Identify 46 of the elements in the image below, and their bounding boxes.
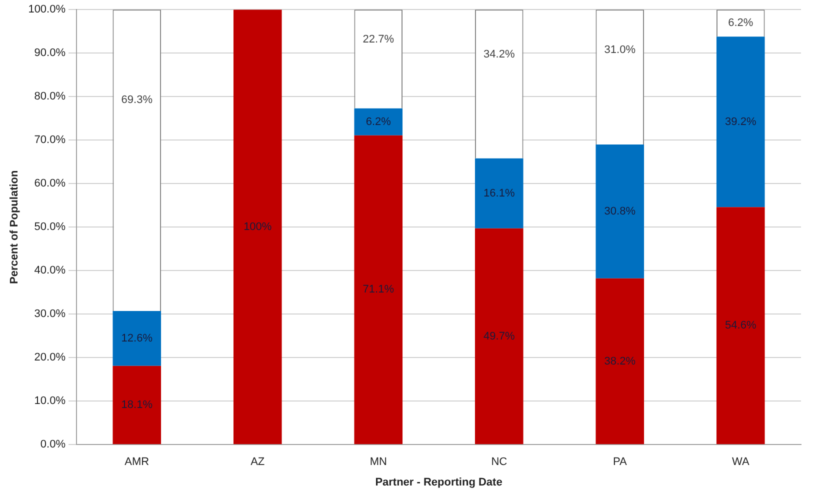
y-tick-label: 30.0% <box>34 308 66 320</box>
data-label: 22.7% <box>362 33 394 46</box>
y-tick-label: 0.0% <box>40 438 66 451</box>
data-label: 31.0% <box>604 44 636 56</box>
bar <box>474 158 524 228</box>
data-label: 16.1% <box>484 187 515 200</box>
bar <box>112 311 162 366</box>
x-tick-label: PA <box>612 456 628 468</box>
y-tick-label: 60.0% <box>34 178 66 190</box>
bar <box>112 366 162 444</box>
x-tick-label: NC <box>491 456 508 468</box>
y-tick-label: 40.0% <box>34 264 66 277</box>
y-tick-label: 70.0% <box>34 134 66 146</box>
x-tick-label: WA <box>732 456 750 468</box>
data-label: 12.6% <box>121 332 153 344</box>
bar <box>354 108 403 136</box>
y-tick-label: 10.0% <box>34 395 66 408</box>
bar <box>233 10 282 444</box>
data-label: 38.2% <box>604 355 636 368</box>
data-label: 39.2% <box>725 116 756 128</box>
bar <box>596 144 644 278</box>
x-axis-title: Partner - Reporting Date <box>375 476 502 488</box>
bar <box>716 36 765 208</box>
bar <box>596 278 644 444</box>
data-label: 71.1% <box>362 284 394 296</box>
data-label: 34.2% <box>484 48 515 60</box>
data-label: 100% <box>244 220 272 233</box>
data-label: 49.7% <box>484 330 515 342</box>
data-label: 30.8% <box>604 205 636 218</box>
bar <box>716 207 765 444</box>
y-tick-label: 20.0% <box>34 352 66 364</box>
x-tick-label: AMR <box>124 456 150 468</box>
data-label: 54.6% <box>725 320 756 332</box>
y-tick-label: 90.0% <box>34 47 66 60</box>
x-tick-label: AZ <box>250 456 265 468</box>
bar <box>354 135 403 444</box>
y-axis-title: Percent of Population <box>8 170 21 284</box>
x-tick-label: MN <box>370 456 387 468</box>
y-tick-label: 80.0% <box>34 90 66 103</box>
data-label: 6.2% <box>728 17 754 30</box>
data-label: 18.1% <box>121 399 153 412</box>
data-label: 69.3% <box>121 94 153 106</box>
bar <box>474 228 524 444</box>
y-tick-label: 50.0% <box>34 221 66 234</box>
y-tick-label: 100.0% <box>28 4 66 16</box>
data-label: 6.2% <box>366 116 392 128</box>
